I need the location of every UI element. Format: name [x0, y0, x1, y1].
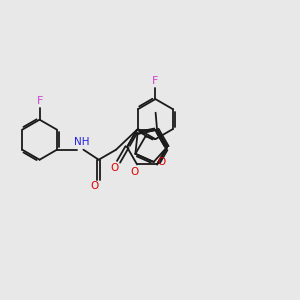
Text: F: F: [36, 95, 43, 106]
Text: O: O: [157, 157, 165, 167]
Text: F: F: [152, 76, 159, 86]
Text: O: O: [110, 163, 118, 173]
Text: O: O: [130, 167, 138, 177]
Text: O: O: [90, 181, 98, 190]
Text: NH: NH: [74, 137, 89, 147]
